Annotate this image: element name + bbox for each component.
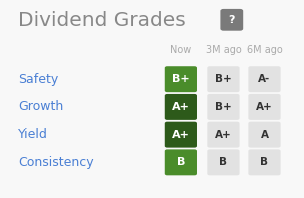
Text: Growth: Growth [18,100,64,113]
Text: A+: A+ [215,130,232,140]
Text: A+: A+ [256,102,273,112]
Text: A+: A+ [172,130,190,140]
FancyBboxPatch shape [248,149,281,175]
Text: 6M ago: 6M ago [247,46,282,55]
Text: B: B [219,157,227,167]
Text: B+: B+ [172,74,190,84]
Text: A-: A- [258,74,271,84]
FancyBboxPatch shape [165,66,197,92]
FancyBboxPatch shape [248,66,281,92]
Text: B+: B+ [215,102,232,112]
FancyBboxPatch shape [207,66,240,92]
Text: 3M ago: 3M ago [206,46,241,55]
FancyBboxPatch shape [207,149,240,175]
FancyBboxPatch shape [165,122,197,148]
Text: ?: ? [229,15,235,25]
FancyBboxPatch shape [220,9,243,31]
FancyBboxPatch shape [207,122,240,148]
Text: A: A [261,130,268,140]
FancyBboxPatch shape [207,94,240,120]
Text: B: B [261,157,268,167]
Text: Now: Now [170,46,192,55]
FancyBboxPatch shape [165,149,197,175]
Text: Yield: Yield [18,128,48,141]
Text: B+: B+ [215,74,232,84]
Text: B: B [177,157,185,167]
FancyBboxPatch shape [165,94,197,120]
Text: Consistency: Consistency [18,156,94,169]
FancyBboxPatch shape [248,94,281,120]
Text: Dividend Grades: Dividend Grades [18,11,186,30]
FancyBboxPatch shape [248,122,281,148]
Text: Safety: Safety [18,73,58,86]
Text: A+: A+ [172,102,190,112]
